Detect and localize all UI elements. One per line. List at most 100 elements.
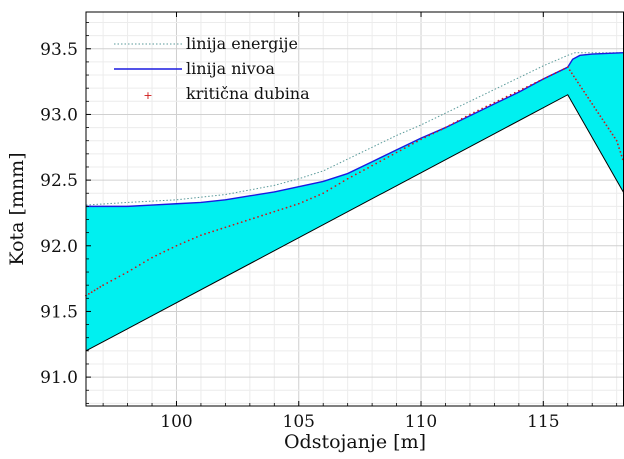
critical-depth-point	[522, 87, 524, 90]
critical-depth-point	[379, 160, 382, 163]
critical-depth-point	[358, 171, 361, 174]
critical-depth-point	[387, 156, 390, 158]
critical-depth-point	[517, 89, 520, 92]
x-tick-label: 115	[527, 412, 559, 432]
critical-depth-point	[114, 277, 117, 280]
x-tick-label: 110	[405, 412, 437, 432]
critical-depth-point	[96, 287, 99, 290]
critical-depth-point	[228, 225, 231, 227]
critical-depth-point	[240, 221, 243, 224]
legend-water-label: linija nivoa	[186, 59, 275, 78]
critical-depth-point	[90, 291, 93, 294]
critical-depth-point	[350, 175, 353, 178]
critical-depth-point	[452, 122, 455, 125]
critical-depth-point	[338, 182, 341, 185]
critical-depth-point	[322, 192, 325, 195]
critical-depth-point	[609, 130, 612, 133]
critical-depth-point	[501, 97, 504, 100]
ticks	[86, 12, 618, 406]
critical-depth-point	[444, 126, 447, 129]
critical-depth-point	[618, 147, 621, 150]
critical-depth-point	[420, 138, 422, 141]
critical-depth-point	[416, 140, 418, 143]
critical-depth-point	[538, 80, 541, 82]
critical-depth-point	[126, 271, 129, 273]
critical-depth-point	[147, 259, 149, 261]
critical-depth-point	[562, 68, 565, 71]
critical-depth-point	[599, 115, 602, 118]
critical-depth-point	[87, 293, 90, 295]
critical-depth-point	[257, 215, 259, 218]
critical-depth-point	[603, 121, 606, 124]
critical-depth-point	[232, 223, 235, 226]
critical-depth-point	[505, 95, 508, 98]
critical-depth-point	[179, 243, 182, 245]
critical-depth-point	[297, 202, 300, 205]
critical-depth-point	[224, 226, 227, 229]
critical-depth-point	[200, 234, 202, 237]
critical-depth-point	[261, 214, 263, 217]
critical-depth-point	[554, 72, 557, 74]
critical-depth-point	[301, 201, 304, 203]
critical-depth-point	[285, 206, 288, 209]
critical-depth-point	[99, 286, 102, 288]
critical-depth-point	[318, 194, 321, 196]
critical-depth-point	[428, 134, 431, 137]
critical-depth-point	[93, 289, 96, 292]
critical-depth-point	[615, 139, 618, 142]
critical-depth-point	[619, 150, 622, 153]
critical-depth-point	[253, 217, 255, 220]
critical-depth-point	[167, 248, 170, 251]
critical-depth-point	[575, 78, 577, 81]
critical-depth-point	[195, 236, 198, 238]
critical-depth-point	[342, 180, 345, 183]
critical-depth-point	[383, 158, 386, 160]
y-tick-label: 91.5	[40, 302, 78, 322]
critical-depth-point	[613, 136, 616, 139]
critical-depth-point	[310, 197, 312, 200]
critical-depth-point	[191, 237, 194, 240]
critical-depth-point	[411, 142, 414, 145]
critical-depth-point	[216, 229, 219, 231]
critical-depth-point	[585, 93, 587, 96]
critical-depth-point	[277, 209, 280, 212]
critical-depth-point	[314, 195, 316, 198]
legend-critical-marker: +	[143, 89, 152, 102]
critical-depth-point	[134, 266, 137, 269]
critical-depth-point	[485, 105, 488, 108]
critical-depth-point	[497, 99, 500, 102]
critical-depth-point	[212, 230, 215, 233]
critical-depth-point	[489, 103, 492, 106]
critical-depth-point	[130, 268, 133, 271]
critical-depth-point	[142, 261, 145, 264]
critical-depth-point	[175, 244, 178, 247]
critical-depth-point	[577, 81, 579, 84]
critical-depth-point	[530, 83, 532, 86]
critical-depth-markers	[85, 66, 624, 297]
critical-depth-point	[597, 112, 600, 115]
critical-depth-point	[593, 106, 596, 108]
flow-area-fill	[86, 52, 624, 351]
critical-depth-point	[440, 128, 443, 131]
critical-depth-point	[424, 136, 426, 139]
critical-depth-point	[248, 218, 251, 221]
critical-depth-point	[110, 279, 113, 282]
critical-depth-point	[513, 91, 516, 94]
y-tick-label: 91.0	[40, 368, 78, 388]
critical-depth-point	[460, 117, 463, 120]
critical-depth-point	[473, 111, 475, 114]
critical-depth-point	[568, 69, 571, 72]
critical-depth-point	[273, 210, 276, 213]
legend: linija energije linija nivoa + kritična …	[114, 34, 310, 103]
critical-depth-point	[558, 70, 561, 72]
x-axis-label: Odstojanje [m]	[284, 431, 426, 453]
critical-depth-point	[220, 227, 223, 230]
bed-line	[85, 94, 624, 352]
critical-depth-point	[330, 187, 333, 190]
critical-depth-point	[334, 185, 337, 187]
critical-depth-point	[159, 252, 162, 255]
critical-depth-point	[456, 120, 459, 122]
critical-depth-point	[155, 254, 158, 257]
critical-depth-point	[581, 87, 583, 90]
